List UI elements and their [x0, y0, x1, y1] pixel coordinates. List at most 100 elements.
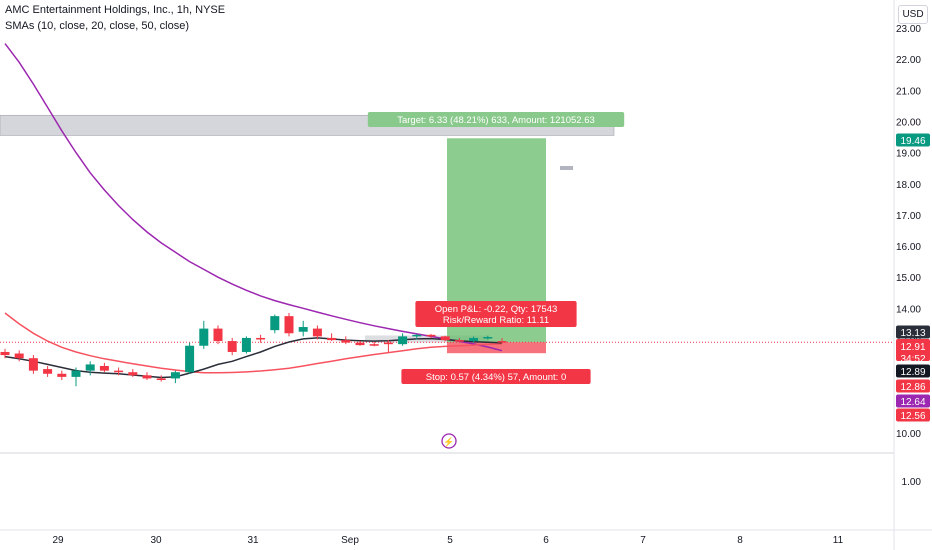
candle-body [114, 370, 124, 373]
price-tick-label: 17.00 [896, 211, 921, 222]
candle [284, 313, 294, 337]
chart-title: AMC Entertainment Holdings, Inc., 1h, NY… [5, 4, 226, 16]
candle-body [128, 372, 138, 376]
marker-dash [560, 166, 573, 170]
candle [213, 325, 223, 345]
price-label-sma-purple-bg [896, 394, 930, 408]
candle [497, 337, 507, 344]
indicator-legend[interactable]: SMAs (10, close, 20, close, 50, close) [5, 20, 190, 32]
candle-body [241, 337, 251, 352]
candle [43, 365, 53, 377]
price-tick-label: 18.00 [896, 180, 921, 191]
candle-body [412, 334, 422, 337]
stop-label-box [401, 369, 591, 384]
candle [412, 333, 422, 340]
candle [398, 333, 408, 346]
price-label-stop: 12.56 [900, 411, 925, 422]
candle-body [398, 336, 408, 345]
candle [440, 335, 450, 342]
price-tick-label: 15.00 [896, 273, 921, 284]
price-tick-label: 10.00 [896, 429, 921, 440]
sma-20-line [4, 312, 503, 374]
price-label-sma-black-bg [896, 364, 930, 378]
candle-body [142, 375, 152, 379]
time-tick-label: 30 [150, 535, 162, 546]
price-label-sma-purple: 12.64 [900, 397, 925, 408]
candle [99, 362, 109, 373]
stop-area [447, 342, 546, 354]
candle-body [43, 369, 53, 374]
candle-body [454, 340, 464, 342]
candle-body [369, 344, 379, 346]
candle [483, 335, 493, 340]
candle [327, 333, 337, 342]
candle [227, 337, 237, 356]
time-tick-label: 31 [247, 535, 259, 546]
candle-body [341, 340, 351, 343]
price-tick-label: 16.00 [896, 242, 921, 253]
countdown-label: 34:52 [900, 354, 925, 365]
candle-body [99, 365, 109, 371]
price-label-target: 19.46 [900, 136, 925, 147]
candle-body [14, 353, 24, 359]
price-label-stop-bg [896, 408, 930, 422]
price-tick-label: 19.00 [896, 149, 921, 160]
candle [469, 336, 479, 343]
price-label-high: 13.13 [900, 328, 925, 339]
price-label-high-bg [896, 325, 930, 339]
candle-body [426, 334, 436, 337]
pnl-label-box [415, 301, 577, 327]
time-tick-label: 29 [52, 535, 64, 546]
candle [0, 348, 10, 359]
candle-body [0, 351, 10, 356]
candle [199, 320, 209, 349]
candle-body [270, 316, 280, 331]
candle [270, 314, 280, 334]
candle-body [355, 342, 365, 346]
sma-10-line [4, 337, 503, 379]
candle [28, 355, 38, 374]
candle [114, 367, 124, 376]
currency-button[interactable]: USD [898, 5, 928, 24]
candle [256, 334, 266, 343]
candle-body [256, 337, 266, 340]
candle-body [170, 372, 180, 379]
candle [241, 336, 251, 354]
candle-body [185, 345, 195, 373]
target-label-text: Target: 6.33 (48.21%) 633, Amount: 12105… [397, 115, 595, 126]
candle-body [156, 378, 166, 380]
price-label-target-bg [896, 133, 930, 147]
candle [355, 341, 365, 346]
candle-body [383, 342, 393, 345]
candle [85, 361, 95, 376]
price-label-last-price-bg [896, 339, 930, 361]
candle-body [327, 337, 337, 341]
candle [57, 370, 67, 380]
candle-body [227, 341, 237, 352]
candle-body [298, 327, 308, 332]
candle-body [213, 328, 223, 342]
price-tick-label: 14.00 [896, 304, 921, 315]
candle [369, 341, 379, 347]
candle [341, 336, 351, 345]
candle [426, 333, 436, 338]
price-tick-label: 21.00 [896, 86, 921, 97]
price-label-sma-red: 12.86 [900, 382, 925, 393]
dividend-marker-icon [441, 433, 457, 449]
time-tick-label: 7 [640, 535, 646, 546]
candle-body [57, 373, 67, 377]
sma-50-line [4, 43, 503, 352]
time-tick-label: 6 [543, 535, 549, 546]
price-label-sma-black: 12.89 [900, 367, 925, 378]
candle-body [28, 358, 38, 371]
time-tick-label: Sep [341, 535, 359, 546]
stop-label-text: Stop: 0.57 (4.34%) 57, Amount: 0 [426, 372, 566, 383]
candle-body [497, 341, 507, 343]
candle [156, 375, 166, 382]
pnl-label-text: Open P&L: -0.22, Qty: 17543 [435, 304, 558, 315]
dividend-marker-text: ⚡ [443, 436, 454, 448]
target-label-box [367, 112, 625, 127]
candle [185, 342, 195, 374]
price-tick-label: 20.00 [896, 117, 921, 128]
